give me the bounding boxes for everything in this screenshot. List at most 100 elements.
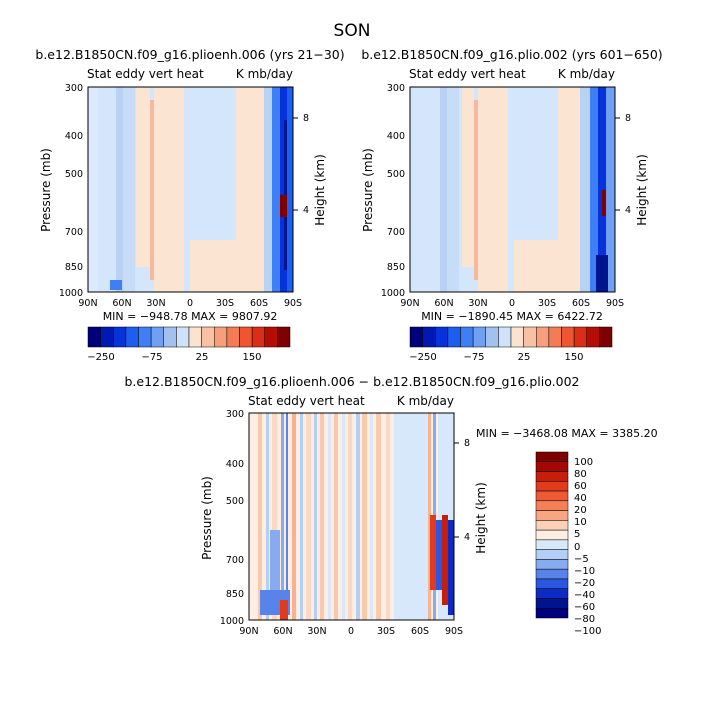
colorbar-swatch (599, 326, 613, 348)
x-tick-label: 90S (284, 298, 302, 309)
y-axis-title: Pressure (mb) (39, 148, 53, 232)
y-tick-label: 850 (387, 262, 405, 273)
colorbar-label: −60 (574, 602, 595, 613)
colorbar-swatch (447, 326, 461, 348)
colorbar-label: 0 (574, 542, 580, 553)
colorbar-label: 60 (574, 481, 587, 492)
panel-1-title: b.e12.B1850CN.f09_g16.plioenh.006 (yrs 2… (35, 47, 344, 62)
colorbar-label: −20 (574, 578, 595, 589)
panel-3-plot-frame (248, 412, 455, 621)
panel-2-y-axis: 300 400 500 700 850 1000 Pressure (mb) (361, 83, 405, 299)
colorbar-label: 100 (574, 457, 593, 468)
panel-3-x-axis: 90N 60N 30N 0 30S 60S 90S (239, 626, 463, 637)
panel-1-right-axis: 8 4 Height (km) (293, 113, 327, 226)
right-tick-label: 8 (303, 113, 309, 124)
y-tick-label: 1000 (381, 288, 405, 299)
y-tick-label: 500 (226, 496, 244, 507)
colorbar-swatch (535, 500, 569, 511)
x-tick-label: 30N (468, 298, 487, 309)
panel-1-subtitle-right: K mb/day (236, 67, 293, 81)
colorbar-label: 5 (574, 529, 580, 540)
colorbar-swatch (510, 326, 524, 348)
right-axis-title: Height (km) (474, 482, 488, 553)
colorbar-label: −250 (409, 352, 436, 363)
colorbar-swatch (535, 490, 569, 502)
colorbar-swatch (548, 326, 562, 348)
colorbar-swatch (214, 326, 228, 348)
colorbar-swatch (573, 326, 587, 348)
x-tick-label: 30S (216, 298, 234, 309)
y-tick-label: 400 (65, 131, 83, 142)
colorbar-swatch (150, 326, 164, 348)
panel-3-min-max: MIN = −3468.08 MAX = 3385.20 (476, 427, 658, 440)
colorbar-swatch (535, 510, 569, 521)
colorbar-swatch (277, 326, 291, 348)
colorbar-swatch (561, 326, 575, 348)
x-tick-label: 30N (307, 626, 326, 637)
panel-2-colorbar (409, 326, 613, 348)
x-tick-label: 30S (538, 298, 556, 309)
colorbar-swatch (188, 326, 202, 348)
x-tick-label: 30N (146, 298, 165, 309)
colorbar-label: −100 (574, 626, 601, 637)
colorbar-swatch (535, 520, 569, 531)
colorbar-label: 25 (518, 352, 531, 363)
right-tick-label: 4 (303, 205, 309, 216)
panel-1-min-max: MIN = −948.78 MAX = 9807.92 (103, 310, 278, 323)
colorbar-label: 10 (574, 517, 587, 528)
page-title: SON (334, 21, 371, 41)
colorbar-swatch (422, 326, 436, 348)
x-tick-label: 30S (377, 626, 395, 637)
colorbar-swatch (523, 326, 537, 348)
colorbar-swatch (536, 326, 550, 348)
colorbar-label: 150 (564, 352, 583, 363)
panel-2-right-axis: 8 4 Height (km) (615, 113, 649, 226)
panel-3: b.e12.B1850CN.f09_g16.plioenh.006 − b.e1… (124, 374, 657, 637)
colorbar-label: −10 (574, 566, 595, 577)
colorbar-swatch (535, 481, 569, 492)
colorbar-swatch (472, 326, 486, 348)
x-tick-label: 60S (411, 626, 429, 637)
panel-1-x-axis: 90N 60N 30N 0 30S 60S 90S (78, 298, 302, 309)
colorbar-swatch (535, 461, 569, 472)
colorbar-swatch (535, 559, 569, 570)
colorbar-swatch (535, 578, 569, 589)
y-tick-label: 1000 (59, 288, 83, 299)
colorbar-swatch (264, 326, 278, 348)
right-tick-label: 8 (625, 113, 631, 124)
panel-3-subtitle-left: Stat eddy vert heat (248, 394, 365, 408)
y-tick-label: 300 (226, 409, 244, 420)
panel-2-subtitle-left: Stat eddy vert heat (409, 67, 526, 81)
colorbar-swatch (535, 549, 569, 560)
x-tick-label: 60S (572, 298, 590, 309)
x-tick-label: 90N (78, 298, 97, 309)
colorbar-label: 25 (196, 352, 209, 363)
colorbar-label: 20 (574, 505, 587, 516)
panel-2-plot-frame (409, 86, 616, 293)
panel-3-y-axis: 300 400 500 700 850 1000 Pressure (mb) (200, 409, 244, 627)
panel-1-heatmap (88, 87, 293, 292)
colorbar-swatch (176, 326, 190, 348)
y-tick-label: 500 (387, 169, 405, 180)
colorbar-swatch (239, 326, 253, 348)
x-tick-label: 0 (187, 298, 193, 309)
x-tick-label: 60N (273, 626, 292, 637)
panel-2-title: b.e12.B1850CN.f09_g16.plio.002 (yrs 601−… (361, 47, 662, 62)
y-axis-title: Pressure (mb) (361, 148, 375, 232)
colorbar-swatch (435, 326, 449, 348)
colorbar-label: 40 (574, 493, 587, 504)
panel-1-y-axis: 300 400 500 700 850 1000 Pressure (mb) (39, 83, 83, 299)
y-tick-label: 300 (387, 83, 405, 94)
y-tick-label: 850 (65, 262, 83, 273)
x-tick-label: 90S (445, 626, 463, 637)
right-tick-label: 4 (464, 532, 470, 543)
y-tick-label: 700 (226, 555, 244, 566)
colorbar-swatch (100, 326, 114, 348)
x-tick-label: 60N (112, 298, 131, 309)
right-axis-title: Height (km) (313, 154, 327, 225)
y-tick-label: 300 (65, 83, 83, 94)
colorbar-label: −75 (463, 352, 484, 363)
y-tick-label: 400 (226, 459, 244, 470)
colorbar-swatch (535, 607, 569, 619)
colorbar-swatch (498, 326, 512, 348)
